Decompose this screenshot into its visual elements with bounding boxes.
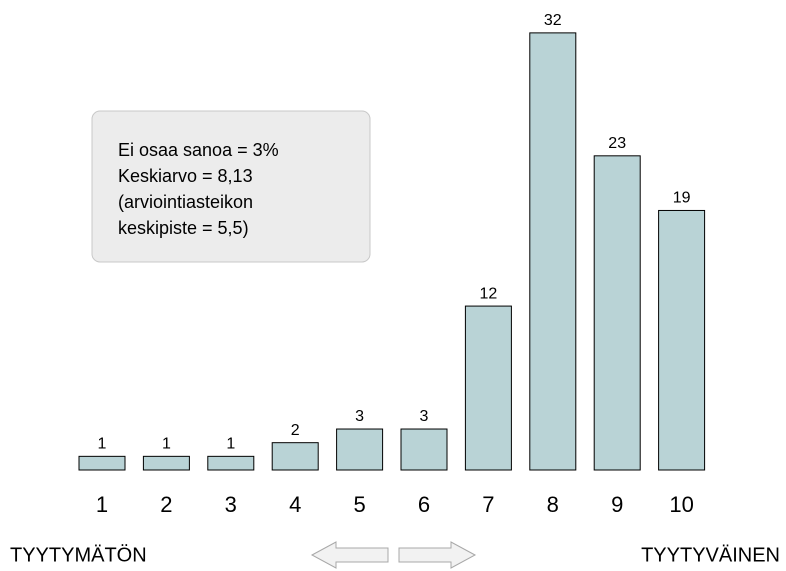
x-tick-label: 10 xyxy=(669,492,693,517)
x-tick-label: 8 xyxy=(547,492,559,517)
left-label: TYYTYMÄTÖN xyxy=(10,544,147,566)
x-tick-label: 2 xyxy=(160,492,172,517)
value-label: 1 xyxy=(162,436,171,453)
bar xyxy=(658,209,706,471)
value-label: 3 xyxy=(420,408,429,425)
bar xyxy=(142,455,190,471)
bar xyxy=(271,442,319,471)
annotation-line: Ei osaa sanoa = 3% xyxy=(118,140,279,160)
value-label: 1 xyxy=(98,436,107,453)
x-tick-label: 1 xyxy=(96,492,108,517)
bar xyxy=(336,428,384,471)
annotation-line: (arviointiasteikon xyxy=(118,192,253,212)
x-tick-label: 3 xyxy=(225,492,237,517)
x-tick-label: 7 xyxy=(482,492,494,517)
value-label: 3 xyxy=(355,408,364,425)
value-label: 2 xyxy=(291,422,300,439)
bar xyxy=(464,305,512,471)
value-label: 32 xyxy=(544,12,562,29)
x-tick-label: 5 xyxy=(353,492,365,517)
x-tick-label: 6 xyxy=(418,492,430,517)
annotation-box xyxy=(91,110,371,263)
value-label: 23 xyxy=(608,135,626,152)
value-label: 19 xyxy=(673,190,691,207)
bar xyxy=(400,428,448,471)
annotation-line: Keskiarvo = 8,13 xyxy=(118,166,253,186)
value-label: 1 xyxy=(226,436,235,453)
value-label: 12 xyxy=(480,285,498,302)
right-arrow xyxy=(398,541,477,569)
bar xyxy=(529,32,577,471)
bar xyxy=(78,455,126,471)
left-arrow xyxy=(310,541,389,569)
bar xyxy=(593,155,641,471)
right-label: TYYTYVÄINEN xyxy=(641,544,780,566)
annotation-line: keskipiste = 5,5) xyxy=(118,218,249,238)
x-tick-label: 4 xyxy=(289,492,301,517)
x-tick-label: 9 xyxy=(611,492,623,517)
bar xyxy=(207,455,255,471)
